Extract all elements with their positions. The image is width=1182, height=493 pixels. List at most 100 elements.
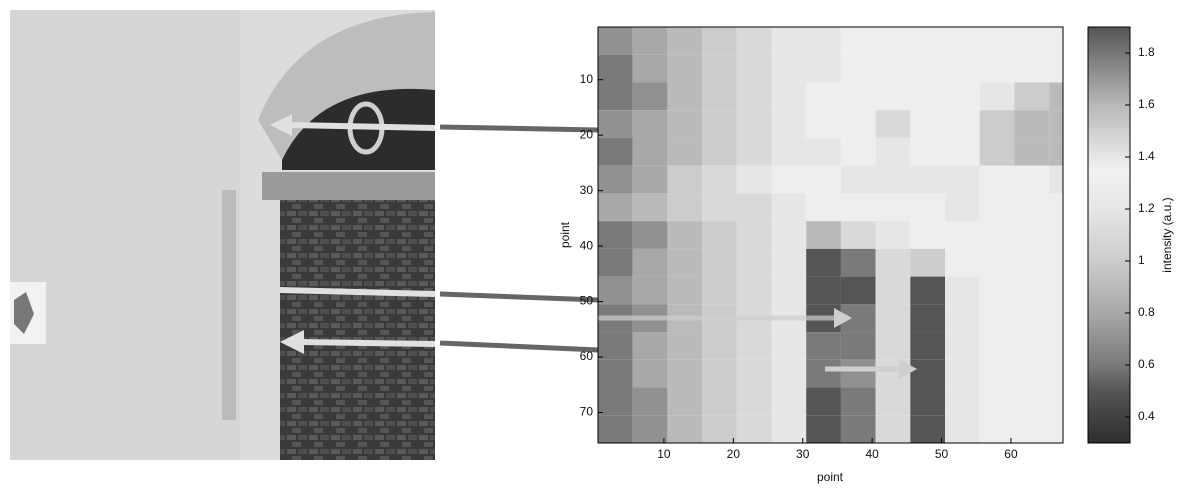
heat-cell (771, 27, 807, 55)
y-axis-label: point (558, 221, 572, 248)
heat-cell (598, 110, 633, 138)
heat-cell (598, 221, 633, 249)
heat-cell (736, 54, 772, 83)
heat-cell (979, 193, 1015, 222)
heat-cell (979, 387, 1015, 416)
heat-cell (840, 137, 876, 166)
heat-cell (771, 82, 807, 111)
y-tick-label: 70 (580, 405, 594, 419)
heat-cell (910, 221, 946, 249)
heat-cell (806, 415, 841, 443)
heat-cell (945, 54, 980, 83)
heat-cell (945, 82, 980, 111)
heat-cell (840, 332, 876, 360)
heat-cell (979, 248, 1015, 277)
heat-cell (875, 221, 911, 249)
heat-cell (1049, 82, 1063, 111)
heat-cell (667, 276, 703, 305)
heat-cell (1014, 248, 1050, 277)
heat-cell (945, 415, 980, 443)
heat-cell (771, 221, 807, 249)
heat-cell (736, 82, 772, 111)
colorbar-tick-label: 0.8 (1138, 305, 1155, 319)
colorbar-tick-label: 1.8 (1138, 45, 1155, 59)
heat-cell (702, 193, 737, 222)
heat-cell (979, 82, 1015, 111)
heat-cell (1049, 359, 1063, 388)
heat-cell (1049, 248, 1063, 277)
heat-cell (598, 332, 633, 360)
heat-cell (702, 137, 737, 166)
heat-cell (945, 221, 980, 249)
heat-cell (667, 110, 703, 138)
heat-cell (736, 137, 772, 166)
heat-cell (875, 387, 911, 416)
heat-cell (806, 248, 841, 277)
heat-cell (667, 27, 703, 55)
heat-cell (979, 332, 1015, 360)
heat-cell (945, 276, 980, 305)
heat-cell (1049, 221, 1063, 249)
heat-cell (736, 359, 772, 388)
heat-cell (632, 54, 668, 83)
heat-cell (632, 276, 668, 305)
heat-cell (806, 165, 841, 194)
heat-cell (910, 137, 946, 166)
heat-cell (632, 82, 668, 111)
heat-cell (979, 165, 1015, 194)
heat-cell (910, 193, 946, 222)
heat-cell (1014, 276, 1050, 305)
heat-cell (736, 110, 772, 138)
heat-cell (598, 82, 633, 111)
colorbar-tick-label: 1.4 (1138, 149, 1155, 163)
heat-cell (632, 248, 668, 277)
heat-cell (702, 221, 737, 249)
heat-cell (840, 415, 876, 443)
heat-cell (1049, 137, 1063, 166)
heat-cell (598, 276, 633, 305)
heat-cell (771, 165, 807, 194)
heat-cell (875, 110, 911, 138)
heat-cell (667, 221, 703, 249)
heat-cell (1049, 332, 1063, 360)
heat-cell (840, 387, 876, 416)
heat-cell (632, 359, 668, 388)
heat-cell (667, 137, 703, 166)
heat-cell (806, 110, 841, 138)
heat-cell (910, 82, 946, 111)
y-tick-label: 20 (580, 127, 594, 141)
heat-cell (632, 221, 668, 249)
x-tick-label: 60 (1004, 447, 1018, 461)
heat-cell (632, 332, 668, 360)
heat-cell (875, 276, 911, 305)
heat-cell (806, 221, 841, 249)
heat-cell (667, 193, 703, 222)
heat-cell (598, 248, 633, 277)
heat-cell (1049, 304, 1063, 333)
heat-cell (945, 27, 980, 55)
heat-cell (1014, 415, 1050, 443)
heat-cell (632, 165, 668, 194)
heat-cell (945, 248, 980, 277)
heat-cell (875, 332, 911, 360)
heat-cell (840, 248, 876, 277)
heat-cell (771, 359, 807, 388)
y-tick-label: 10 (580, 72, 594, 86)
heat-cell (910, 165, 946, 194)
heat-cell (840, 221, 876, 249)
heat-cell (736, 415, 772, 443)
heat-cell (1014, 110, 1050, 138)
heat-cell (945, 304, 980, 333)
heat-cell (667, 248, 703, 277)
heat-cell (736, 27, 772, 55)
heat-cell (632, 27, 668, 55)
heat-cell (806, 82, 841, 111)
heat-cell (598, 27, 633, 55)
heat-cell (840, 359, 876, 388)
heat-cell (702, 110, 737, 138)
heat-cell (736, 276, 772, 305)
heat-cell (910, 276, 946, 305)
x-tick-label: 20 (727, 447, 741, 461)
